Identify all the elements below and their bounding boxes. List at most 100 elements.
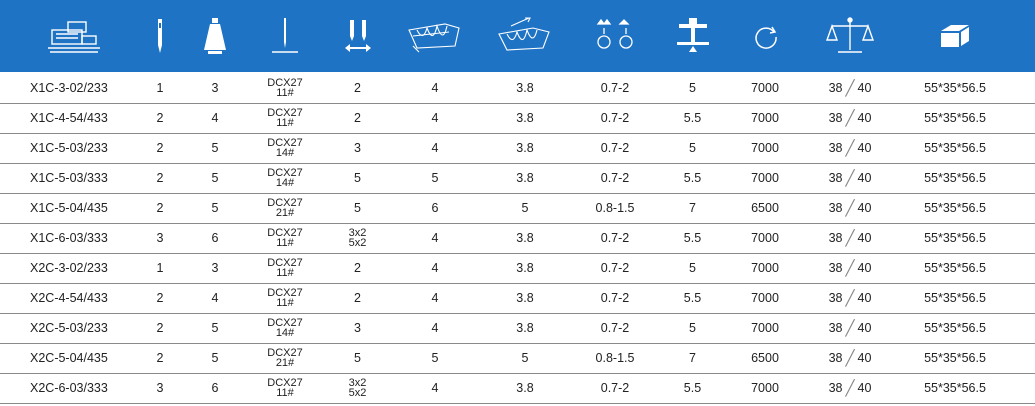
overlock-cell: 4 [431,81,439,95]
package-size-cell: 55*35*56.5 [924,201,986,215]
net-weight: 38 [828,201,843,215]
weight-separator: ╱ [845,170,855,187]
table-row: X2C-5-03/233 2 5 DCX27 14# 3 4 3.8 0.7-2 5 7000 38 ╱… [0,313,1035,344]
differential-cell: 3.8 [516,231,534,245]
stitch-width-icon [335,0,380,72]
table-row: X2C-4-54/433 2 4 DCX27 11# 2 4 3.8 0.7-2 5.5 7000 3… [0,283,1035,314]
speed-cell: 7000 [751,291,779,305]
weight-separator: ╱ [845,320,855,337]
net-weight: 38 [828,141,843,155]
overlock-cell: 4 [431,381,439,395]
weight-separator: ╱ [845,380,855,397]
net-weight: 38 [828,231,843,245]
needle-cell-top: DCX27 [267,317,303,329]
weight-cell: 38 ╱ 40 [820,163,880,193]
needle-cell-top: DCX27 [267,257,303,269]
differential-cell: 3.8 [516,81,534,95]
needle-cell: DCX27 11# [260,103,310,133]
overlock-cell: 4 [431,141,439,155]
threads-cell: 6 [211,381,219,395]
stitch-width-cell-bottom: 5x2 [348,387,367,399]
stitch-length-cell: 0.7-2 [600,111,630,125]
needle-cell-bottom: 14# [275,177,295,189]
model-cell: X1C-3-02/233 [30,81,108,95]
stitch-width-cell: 5 [354,351,361,365]
differential-cell: 5 [521,201,529,215]
package-size-cell: 55*35*56.5 [924,261,986,275]
stitch-length-cell: 0.7-2 [600,171,630,185]
stitch-length-cell: 0.8-1.5 [595,351,635,365]
threads-cell: 5 [211,141,219,155]
needle-count-icon [145,0,175,72]
needles-cell: 2 [156,111,164,125]
weight-separator: ╱ [845,260,855,277]
needle-cell-top: DCX27 [267,77,303,89]
needle-cell-top: DCX27 [267,377,303,389]
net-weight: 38 [828,381,843,395]
needle-cell-bottom: 11# [276,237,294,249]
weight-separator: ╱ [845,290,855,307]
model-cell: X1C-4-54/433 [30,111,108,125]
net-weight: 38 [828,291,843,305]
stitch-length-cell: 0.7-2 [600,231,630,245]
net-weight: 38 [828,81,843,95]
speed-cell: 7000 [751,141,779,155]
net-weight: 38 [828,261,843,275]
stitch-length-cell: 0.7-2 [600,321,630,335]
needle-cell-bottom: 14# [275,327,295,339]
weight-icon [820,0,880,72]
needle-cell-bottom: 11# [276,267,294,279]
threads-cell: 5 [211,201,219,215]
stitch-length-cell: 0.8-1.5 [595,201,635,215]
presser-lift-cell: 5.5 [683,291,702,305]
threads-cell: 4 [211,111,219,125]
differential-cell: 3.8 [516,321,534,335]
gross-weight: 40 [857,111,872,125]
needle-cell: DCX27 11# [260,253,310,283]
model-cell: X1C-5-04/435 [30,201,108,215]
weight-separator: ╱ [845,110,855,127]
table-row: X2C-5-04/435 2 5 DCX27 21# 5 5 5 0.8-1.5 7 6500 38 ╱… [0,343,1035,374]
stitch-length-icon [580,0,650,72]
stitch-width-cell: 2 [354,261,361,275]
needle-cell-bottom: 14# [275,147,295,159]
package-size-cell: 55*35*56.5 [924,351,986,365]
overlock-cell: 4 [431,231,439,245]
stitch-length-cell: 0.7-2 [600,141,630,155]
stitch-width-cell: 2 [354,111,361,125]
machine-icon [40,0,110,72]
weight-cell: 38 ╱ 40 [820,253,880,283]
table-row: X1C-5-04/435 2 5 DCX27 21# 5 6 5 0.8-1.5 7 6500 38 ╱… [0,193,1035,224]
speed-cell: 7000 [751,261,779,275]
needle-cell-top: DCX27 [267,197,303,209]
package-size-cell: 55*35*56.5 [924,231,986,245]
gross-weight: 40 [857,231,872,245]
speed-icon [745,0,785,72]
weight-cell: 38 ╱ 40 [820,193,880,223]
speed-cell: 7000 [751,111,779,125]
needle-cell-bottom: 11# [276,297,294,309]
needles-cell: 1 [156,81,164,95]
presser-foot-lift-icon [670,0,715,72]
needle-cell-top: DCX27 [267,287,303,299]
model-cell: X1C-6-03/333 [30,231,108,245]
package-size-cell: 55*35*56.5 [924,171,986,185]
needles-cell: 2 [156,201,164,215]
overlock-cell: 4 [431,291,439,305]
stitch-width-cell: 2 [354,81,361,95]
weight-cell: 38 ╱ 40 [820,73,880,103]
weight-separator: ╱ [845,350,855,367]
stitch-width-cell: 3x2 5x2 [335,223,380,253]
needle-cell: DCX27 21# [260,343,310,373]
needle-cell-top: DCX27 [267,137,303,149]
table-row: X1C-5-03/233 2 5 DCX27 14# 3 4 3.8 0.7-2 5 7000 38 ╱… [0,133,1035,164]
package-size-cell: 55*35*56.5 [924,291,986,305]
threads-cell: 3 [211,81,219,95]
table-row: X2C-3-02/233 1 3 DCX27 11# 2 4 3.8 0.7-2 5 7000 38 ╱… [0,253,1035,284]
gross-weight: 40 [857,291,872,305]
needle-cell-bottom: 11# [276,387,294,399]
package-size-cell: 55*35*56.5 [924,321,986,335]
net-weight: 38 [828,111,843,125]
differential-cell: 3.8 [516,141,534,155]
gross-weight: 40 [857,351,872,365]
